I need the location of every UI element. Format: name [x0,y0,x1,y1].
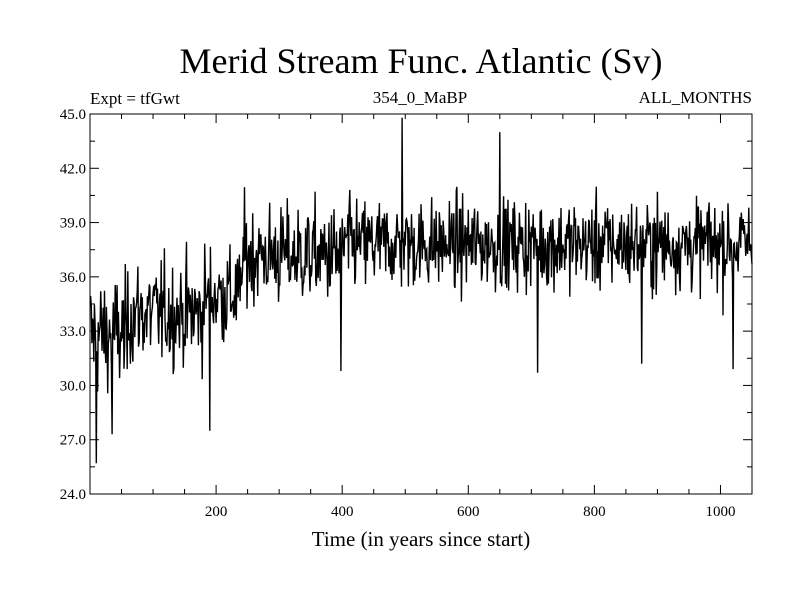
y-tick-label: 39.0 [60,216,86,232]
x-tick-label: 600 [457,504,480,520]
experiment-label: Expt = tfGwt [90,89,180,108]
series-layer [89,117,753,464]
x-axis-label: Time (in years since start) [312,527,531,551]
y-tick-label: 36.0 [60,270,86,286]
y-tick-label: 27.0 [60,433,86,449]
axis-layer: 200 400 600 800 1000 24.0 27.0 30.0 33.0 36.0 39.0… [60,107,753,520]
chart-title: Merid Stream Func. Atlantic (Sv) [180,41,663,81]
plot-frame [89,113,753,495]
y-tick-label: 42.0 [60,161,86,177]
y-tick-label: 24.0 [60,487,86,503]
x-tick-label: 1000 [705,504,735,520]
x-tick-label: 200 [205,504,228,520]
x-tick-label: 800 [583,504,606,520]
months-label: ALL_MONTHS [639,88,752,107]
y-tick-label: 33.0 [60,324,86,340]
series-line-amoc [89,117,753,464]
y-tick-label: 45.0 [60,107,86,123]
x-tick-label: 400 [331,504,354,520]
y-tick-label: 30.0 [60,378,86,394]
run-label: 354_0_MaBP [373,88,467,107]
